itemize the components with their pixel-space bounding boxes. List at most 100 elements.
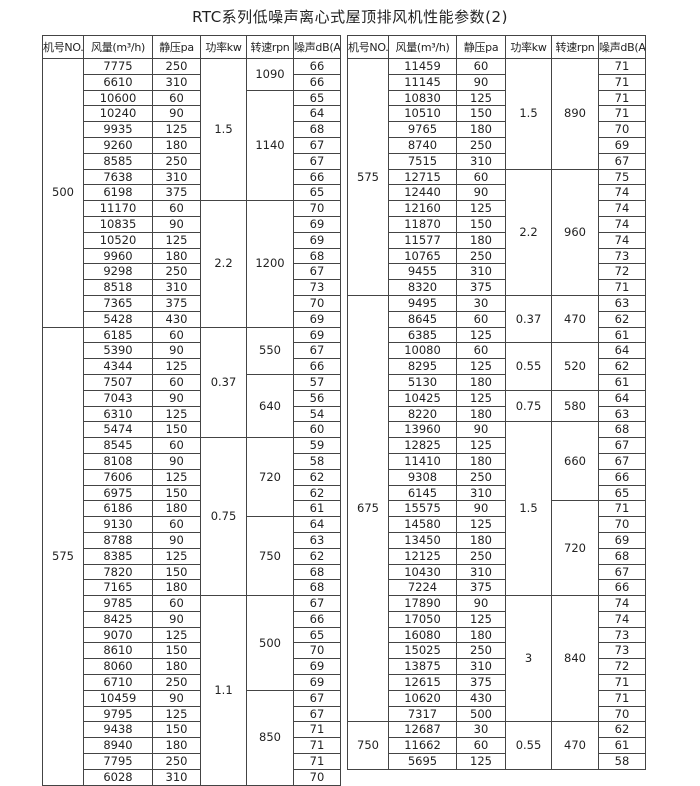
speed-cell: 470 [551, 294, 599, 344]
noise-cell: 67 [293, 705, 341, 723]
table-row: 10835 90 69 [43, 215, 341, 233]
noise-cell: 67 [293, 263, 341, 281]
noise-cell: 68 [293, 563, 341, 581]
model-number-cell: 675 [347, 294, 389, 723]
pressure-cell: 250 [456, 547, 506, 565]
noise-cell: 69 [293, 674, 341, 691]
noise-cell: 68 [598, 421, 646, 439]
noise-cell: 64 [598, 389, 646, 407]
speed-cell: 660 [551, 421, 599, 502]
table-row: 10425 125 0.75 580 64 [348, 389, 646, 423]
table-row: 17050 125 74 [348, 610, 646, 628]
airflow-cell: 12615 [388, 674, 457, 691]
table-row: 8425 90 66 [43, 610, 341, 628]
airflow-cell: 10459 [83, 689, 153, 707]
noise-cell: 65 [293, 89, 341, 107]
table-row: 575 6185 60 0.37 550 69 [42, 326, 341, 786]
table-row: 675 9495 30 0.37 470 63 [347, 294, 646, 723]
model-number-cell: 575 [42, 326, 84, 786]
header-pressure: 静压pa [456, 35, 506, 59]
table-row: 11145 90 71 [348, 73, 646, 91]
noise-cell: 62 [598, 358, 646, 375]
airflow-cell: 10600 [83, 89, 153, 107]
power-cell: 1.5 [505, 421, 552, 597]
table-row: 8295 125 62 [348, 358, 646, 375]
table-row: 12160 125 74 [348, 200, 646, 217]
noise-cell: 66 [293, 358, 341, 375]
pressure-cell: 90 [456, 595, 506, 612]
noise-cell: 67 [293, 136, 341, 154]
noise-cell: 71 [598, 674, 646, 691]
table-row: 9455 310 72 [348, 263, 646, 281]
pressure-cell: 150 [152, 421, 201, 439]
airflow-cell: 8108 [83, 452, 153, 470]
table-row: 8740 250 69 [348, 136, 646, 154]
table-row: 12825 125 67 [348, 437, 646, 454]
pressure-cell: 310 [456, 263, 506, 281]
table-row: 9935 125 68 [43, 121, 341, 138]
table-row: 5695 125 58 [348, 753, 646, 770]
airflow-cell: 9495 [388, 294, 457, 312]
airflow-cell: 5130 [388, 373, 457, 391]
pressure-cell: 125 [456, 753, 506, 770]
airflow-cell: 9795 [83, 705, 153, 723]
noise-cell: 74 [598, 184, 646, 202]
noise-cell: 67 [598, 152, 646, 170]
airflow-cell: 7515 [388, 152, 457, 170]
airflow-cell: 13875 [388, 658, 457, 676]
pressure-cell: 125 [456, 516, 506, 533]
airflow-cell: 12715 [388, 168, 457, 186]
airflow-cell: 10425 [388, 389, 457, 407]
noise-cell: 70 [293, 642, 341, 660]
table-row: 575 11459 60 1.5 890 71 [347, 58, 646, 296]
table-row: 8610 150 70 [43, 642, 341, 660]
airflow-cell: 6186 [83, 500, 153, 518]
pressure-cell: 60 [152, 89, 201, 107]
airflow-cell: 8320 [388, 279, 457, 296]
pressure-cell: 180 [456, 405, 506, 423]
noise-cell: 68 [293, 121, 341, 138]
header-model: 机号NO. [42, 35, 84, 59]
pressure-cell: 90 [456, 500, 506, 518]
header-speed: 转速rpn [551, 35, 599, 59]
pressure-cell: 250 [456, 247, 506, 265]
airflow-cell: 5428 [83, 310, 153, 328]
airflow-cell: 12160 [388, 200, 457, 217]
speed-cell: 470 [551, 721, 599, 770]
airflow-cell: 9070 [83, 626, 153, 644]
airflow-cell: 11577 [388, 231, 457, 249]
performance-table-right: 机号NO. 风量(m³/h) 静压pa 功率kw 转速rpn 噪声dB(A) 5… [347, 35, 646, 770]
pressure-cell: 125 [152, 626, 201, 644]
table-row: 11870 150 74 [348, 215, 646, 233]
speed-cell: 720 [246, 437, 294, 518]
table-row: 5390 90 67 [43, 342, 341, 360]
table-row: 6385 125 61 [348, 326, 646, 344]
airflow-cell: 7638 [83, 168, 153, 186]
pressure-cell: 250 [456, 468, 506, 486]
header-model: 机号NO. [347, 35, 389, 59]
table-row: 10620 430 71 [348, 689, 646, 707]
header-noise: 噪声dB(A) [598, 35, 646, 59]
pressure-cell: 125 [152, 405, 201, 423]
pressure-cell: 90 [152, 389, 201, 407]
table-row: 6028 310 70 [43, 768, 341, 786]
pressure-cell: 250 [152, 674, 201, 691]
table-row: 7638 310 66 [43, 168, 341, 186]
airflow-cell: 11870 [388, 215, 457, 233]
noise-cell: 70 [293, 200, 341, 217]
pressure-cell: 125 [152, 705, 201, 723]
noise-cell: 67 [598, 452, 646, 470]
noise-cell: 69 [293, 231, 341, 249]
noise-cell: 69 [293, 215, 341, 233]
page-title: RTC系列低噪声离心式屋顶排风机性能参数(2) [192, 8, 508, 26]
pressure-cell: 430 [456, 689, 506, 707]
table-row: 14580 125 70 [348, 516, 646, 533]
table-row: 7224 375 66 [348, 579, 646, 597]
noise-cell: 71 [293, 753, 341, 770]
airflow-cell: 8545 [83, 437, 153, 454]
noise-cell: 71 [598, 89, 646, 107]
pressure-cell: 310 [456, 152, 506, 170]
noise-cell: 71 [293, 721, 341, 739]
pressure-cell: 125 [456, 326, 506, 344]
airflow-cell: 16080 [388, 626, 457, 644]
